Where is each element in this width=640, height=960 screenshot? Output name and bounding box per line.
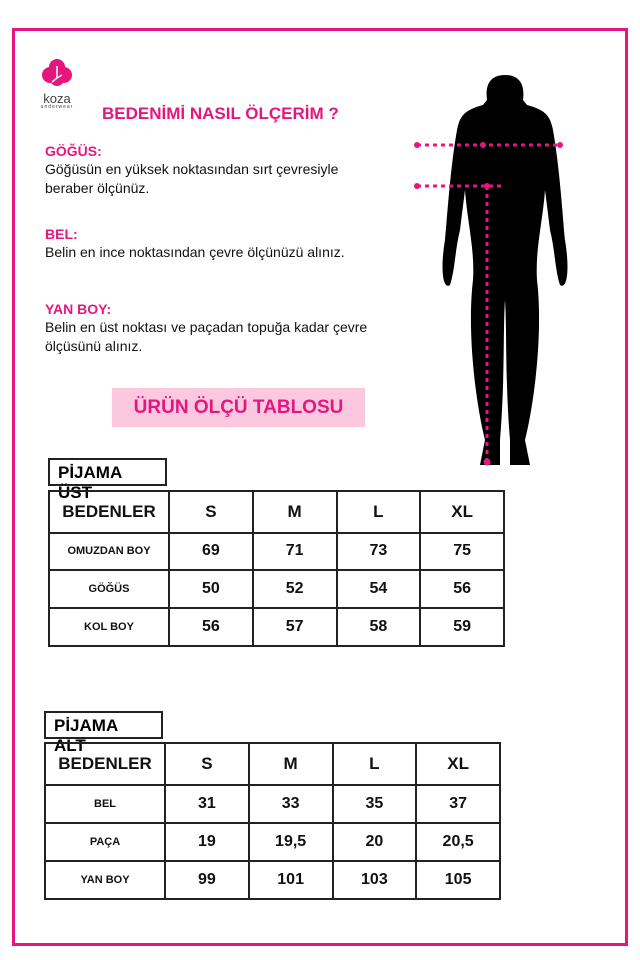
value-cell: 20 — [331, 821, 418, 862]
table-title-pijama-alt: PİJAMA ALT — [44, 711, 163, 755]
value-cell: 56 — [168, 607, 254, 647]
row-label: BEL — [44, 783, 166, 824]
brand-name: koza — [43, 91, 71, 106]
table-title-pijama-ust: PİJAMA ÜST — [48, 458, 167, 502]
koza-logo-icon — [42, 59, 72, 86]
value-cell: 58 — [335, 607, 422, 647]
value-cell: 75 — [419, 531, 505, 572]
header-cell: L — [331, 742, 418, 786]
header-cell: S — [164, 742, 250, 786]
row-label: OMUZDAN BOY — [48, 531, 170, 572]
value-cell: 71 — [251, 531, 338, 572]
header-cell: XL — [415, 742, 501, 786]
page-title: BEDENİMİ NASIL ÖLÇERİM ? — [102, 104, 339, 123]
table-row: YAN BOY 99 101 103 105 — [44, 859, 501, 901]
header-cell: BEDENLER — [48, 490, 170, 534]
brand-logo: koza underwear — [40, 58, 74, 110]
table-row: PAÇA 19 19,5 20 20,5 — [44, 821, 501, 862]
row-label: PAÇA — [44, 821, 166, 862]
section-heading-yan-boy: YAN BOY: — [45, 301, 112, 317]
section-text-bel: Belin en ince noktasından çevre ölçünüzü… — [45, 244, 345, 260]
value-cell: 50 — [168, 569, 254, 610]
brand-tagline: underwear — [40, 104, 74, 110]
value-cell: 69 — [168, 531, 254, 572]
table-row: BEL 31 33 35 37 — [44, 783, 501, 824]
value-cell: 56 — [419, 569, 505, 610]
header-cell: M — [251, 490, 338, 534]
value-cell: 54 — [335, 569, 422, 610]
body-silhouette-icon — [414, 75, 568, 466]
table-row: OMUZDAN BOY 69 71 73 75 — [48, 531, 505, 572]
header-cell: XL — [419, 490, 505, 534]
size-table-banner: ÜRÜN ÖLÇÜ TABLOSU — [112, 388, 365, 427]
value-cell: 52 — [251, 569, 338, 610]
section-text-yan-boy: Belin en üst noktası ve paçadan topuğa k… — [45, 319, 368, 354]
value-cell: 105 — [415, 859, 501, 901]
header-cell: S — [168, 490, 254, 534]
table-header-row: BEDENLER S M L XL — [48, 490, 505, 534]
row-label: YAN BOY — [44, 859, 166, 901]
row-label: KOL BOY — [48, 607, 170, 647]
table-row: KOL BOY 56 57 58 59 — [48, 607, 505, 647]
table-header-row: BEDENLER S M L XL — [44, 742, 501, 786]
value-cell: 99 — [164, 859, 250, 901]
size-table-pijama-ust: BEDENLER S M L XL OMUZDAN BOY 69 71 73 7… — [48, 490, 505, 647]
table-row: GÖĞÜS 50 52 54 56 — [48, 569, 505, 610]
value-cell: 19 — [164, 821, 250, 862]
section-heading-bel: BEL: — [45, 226, 78, 242]
value-cell: 31 — [164, 783, 250, 824]
page-frame — [12, 28, 628, 946]
header-cell: M — [247, 742, 334, 786]
value-cell: 59 — [419, 607, 505, 647]
value-cell: 33 — [247, 783, 334, 824]
value-cell: 73 — [335, 531, 422, 572]
section-heading-gogus: GÖĞÜS: — [45, 143, 102, 159]
value-cell: 20,5 — [415, 821, 501, 862]
section-text-gogus: Göğüsün en yüksek noktasından sırt çevre… — [45, 161, 339, 196]
header-cell: BEDENLER — [44, 742, 166, 786]
size-table-pijama-alt: BEDENLER S M L XL BEL 31 33 35 37 PAÇA 1… — [44, 742, 501, 901]
value-cell: 57 — [251, 607, 338, 647]
value-cell: 35 — [331, 783, 418, 824]
row-label: GÖĞÜS — [48, 569, 170, 610]
value-cell: 19,5 — [247, 821, 334, 862]
value-cell: 103 — [331, 859, 418, 901]
value-cell: 101 — [247, 859, 334, 901]
value-cell: 37 — [415, 783, 501, 824]
header-cell: L — [335, 490, 422, 534]
